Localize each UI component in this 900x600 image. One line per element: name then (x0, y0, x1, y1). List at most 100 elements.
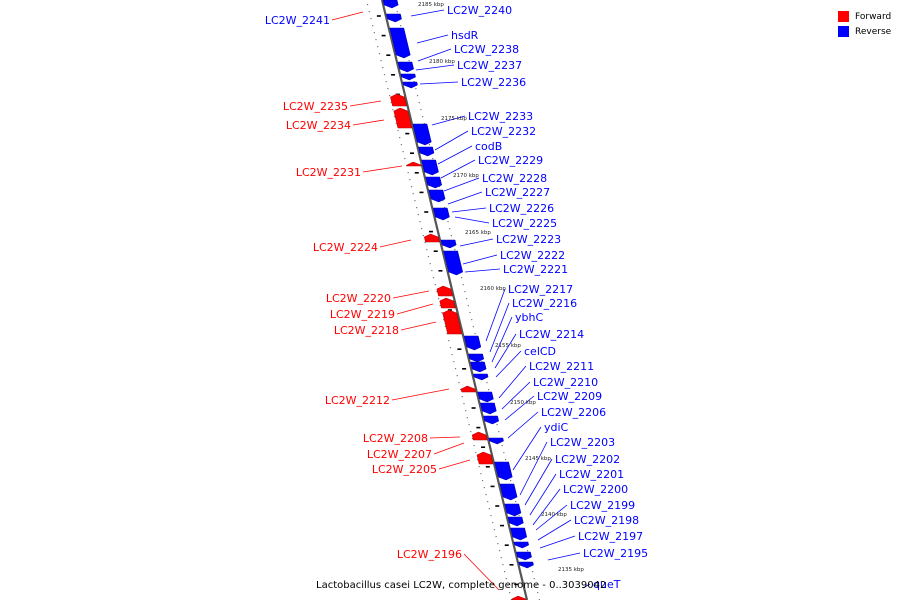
guide-dot (442, 200, 444, 202)
leader-line-reverse (440, 159, 476, 179)
guide-dot (462, 284, 464, 286)
guide-dot (415, 88, 417, 90)
guide-dot (428, 144, 430, 146)
guide-dot (488, 389, 490, 391)
guide-dot (432, 158, 434, 160)
guide-dot (450, 235, 452, 237)
leader-line-reverse (489, 302, 510, 353)
gene-label-forward: LC2W_2205 (372, 463, 437, 476)
scale-label: 2135 kbp (558, 567, 584, 573)
guide-dot (392, 109, 394, 111)
guide-dot (487, 501, 489, 503)
guide-dot (407, 172, 409, 174)
guide-dot (498, 431, 500, 433)
guide-dot (471, 438, 474, 440)
leader-line-reverse (524, 458, 553, 506)
guide-dot (454, 249, 456, 251)
gene-label-forward: LC2W_2208 (363, 432, 428, 445)
guide-dot (472, 326, 474, 328)
guide-dot (443, 319, 445, 321)
gene-label-forward: LC2W_2234 (286, 119, 351, 132)
reverse-gene-block (421, 159, 439, 176)
reverse-gene-block (483, 415, 500, 425)
guide-dot (366, 4, 369, 6)
guide-dot (453, 361, 455, 363)
leader-line-forward (349, 100, 382, 107)
reverse-gene-block (386, 13, 402, 23)
gene-label-reverse: LC2W_2199 (570, 499, 635, 512)
leader-line-forward (438, 459, 471, 470)
guide-dot (438, 186, 441, 188)
leader-line-reverse (464, 268, 501, 273)
reverse-gene-block (443, 250, 464, 276)
leader-line-reverse (454, 216, 490, 224)
gene-label-reverse: LC2W_2195 (583, 547, 648, 560)
scale-labels: 2185 kbp 2180 kbp 2175 kbp 2170 kbp 2165 kbp… (418, 2, 584, 573)
scale-label: 2180 kbp (429, 59, 455, 65)
leader-line-reverse (582, 583, 591, 589)
forward-gene-block (442, 309, 463, 335)
gene-label-reverse: LC2W_2228 (482, 172, 547, 185)
gene-label-reverse: LC2W_2229 (478, 154, 543, 167)
gene-label-forward: LC2W_2196 (397, 548, 462, 561)
guide-dot (399, 137, 401, 139)
guide-dot (449, 347, 452, 349)
reverse-gene-block (463, 335, 482, 351)
leader-line-reverse (431, 115, 466, 126)
forward-gene-block (439, 297, 456, 309)
guide-dot (429, 263, 431, 265)
guide-dot (448, 340, 450, 342)
guide-dot (439, 305, 441, 307)
leader-line-reverse (462, 254, 498, 265)
gene-label-forward: LC2W_2219 (330, 308, 395, 321)
scale-label: 2150 kbp (510, 400, 536, 406)
reverse-swatch (838, 26, 849, 37)
guide-dot (394, 116, 396, 118)
leader-line-reverse (410, 9, 445, 17)
forward-gene-block (511, 595, 527, 600)
guide-dot (466, 298, 468, 300)
guide-dot (416, 207, 418, 209)
leader-line-reverse (416, 34, 449, 44)
guide-dot (408, 60, 410, 62)
reverse-gene-block (510, 527, 528, 541)
legend-reverse-label: Reverse (855, 26, 892, 37)
gene-label-reverse: LC2W_2202 (555, 453, 620, 466)
leader-line-reverse (498, 365, 527, 399)
guide-dot (471, 319, 473, 321)
guide-dot (456, 375, 458, 377)
leader-line-reverse (443, 177, 480, 192)
gene-label-reverse: LC2W_2232 (471, 125, 536, 138)
forward-swatch (838, 11, 849, 22)
leader-line-reverse (491, 316, 513, 363)
gene-label-forward: LC2W_2231 (296, 166, 361, 179)
reverse-gene-block (507, 516, 524, 527)
guide-dot (378, 53, 381, 55)
guide-dot (503, 452, 505, 454)
guide-dot (518, 515, 520, 517)
guide-dot (438, 298, 440, 300)
reverse-gene-block (412, 123, 432, 146)
guide-dot (458, 382, 460, 384)
leader-line-reverse (434, 130, 469, 151)
guide-dot (404, 158, 406, 160)
guide-dot (510, 480, 512, 482)
guide-dot (501, 445, 503, 447)
guide-dot (460, 389, 462, 391)
guide-dot (476, 459, 479, 461)
guide-dot (377, 46, 379, 48)
guide-dot (421, 228, 423, 230)
scale-label: 2170 kbp (453, 173, 479, 179)
guide-dot (504, 459, 507, 461)
guide-dot (473, 445, 475, 447)
leader-line-reverse (535, 504, 568, 531)
guide-dot (383, 74, 386, 76)
scale-label: 2155 kbp (495, 343, 521, 349)
reverse-gene-block (516, 551, 532, 561)
leader-line-reverse (417, 48, 452, 62)
guide-dot (483, 487, 485, 489)
gene-label-reverse: hsdR (451, 29, 479, 42)
forward-gene-block (460, 385, 477, 393)
gene-label-reverse: LC2W_2210 (533, 376, 598, 389)
guide-dot (368, 11, 370, 13)
